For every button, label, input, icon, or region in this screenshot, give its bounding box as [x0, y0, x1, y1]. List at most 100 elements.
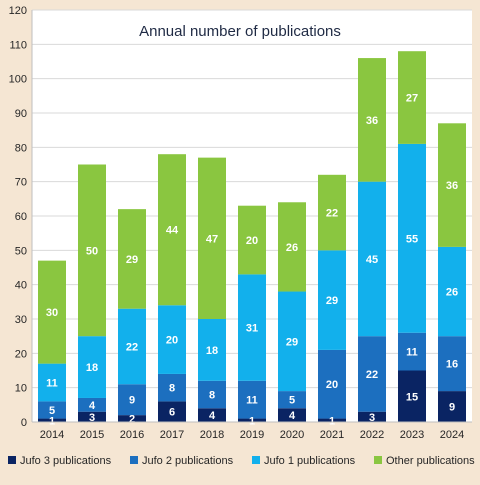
bar-segment [318, 250, 346, 350]
data-label: 29 [326, 295, 338, 307]
data-label: 5 [289, 395, 295, 407]
bar-segment [118, 384, 146, 416]
bar-segment [318, 418, 346, 422]
bar-segment [38, 418, 66, 422]
data-label: 36 [366, 115, 378, 127]
data-label: 9 [129, 395, 135, 407]
legend-item: Jufo 3 publications [8, 455, 112, 467]
y-tick-label: 30 [15, 314, 27, 326]
legend-label: Jufo 2 publications [142, 455, 234, 467]
bar-segment [158, 154, 186, 306]
x-tick-label: 2015 [80, 429, 104, 441]
bar-segment [398, 370, 426, 422]
y-tick-label: 40 [15, 280, 27, 292]
y-tick-label: 60 [15, 211, 27, 223]
data-label: 55 [406, 233, 418, 245]
y-tick-label: 70 [15, 177, 27, 189]
data-label: 4 [209, 410, 216, 422]
bar-segment [278, 391, 306, 409]
bar-segment [158, 305, 186, 374]
x-tick-label: 2020 [280, 429, 304, 441]
legend-swatch [130, 456, 138, 464]
bar-segment [438, 336, 466, 392]
legend-swatch [252, 456, 260, 464]
bar-segment [358, 336, 386, 412]
data-label: 29 [126, 254, 138, 266]
data-label: 27 [406, 93, 418, 105]
x-tick-label: 2021 [320, 429, 344, 441]
x-tick-label: 2017 [160, 429, 184, 441]
data-label: 20 [166, 335, 178, 347]
bar-segment [78, 164, 106, 337]
data-label: 20 [326, 379, 338, 391]
x-tick-label: 2023 [400, 429, 424, 441]
y-tick-label: 100 [9, 74, 27, 86]
data-label: 15 [406, 391, 418, 403]
data-label: 26 [286, 242, 298, 254]
bar-segment [238, 274, 266, 381]
bar-segment [238, 380, 266, 419]
bar-segment [398, 51, 426, 144]
bar-segment [238, 418, 266, 422]
data-label: 30 [46, 307, 58, 319]
data-label: 22 [126, 341, 138, 353]
y-tick-label: 120 [9, 5, 27, 17]
data-label: 3 [369, 412, 375, 424]
bar-segment [198, 319, 226, 381]
bar-segment [118, 308, 146, 385]
y-tick-label: 20 [15, 348, 27, 360]
legend-swatch [8, 456, 16, 464]
x-tick-label: 2024 [440, 429, 464, 441]
x-tick-label: 2022 [360, 429, 384, 441]
data-label: 16 [446, 359, 458, 371]
bar-segment [38, 260, 66, 364]
data-label: 1 [249, 415, 255, 427]
x-tick-label: 2019 [240, 429, 264, 441]
data-label: 45 [366, 254, 378, 266]
data-label: 1 [49, 415, 55, 427]
bar-segment [198, 380, 226, 409]
data-label: 5 [49, 405, 55, 417]
data-label: 8 [169, 383, 175, 395]
data-label: 3 [89, 412, 95, 424]
bar-segment [78, 411, 106, 422]
legend-item: Jufo 1 publications [252, 455, 356, 467]
data-label: 8 [209, 390, 215, 402]
bar-segment [358, 181, 386, 337]
y-tick-label: 80 [15, 142, 27, 154]
y-tick-label: 10 [15, 383, 27, 395]
data-label: 29 [286, 336, 298, 348]
bar-segment [438, 123, 466, 247]
x-tick-label: 2018 [200, 429, 224, 441]
data-label: 22 [326, 208, 338, 220]
bar-segment [358, 58, 386, 182]
y-tick-label: 110 [9, 39, 27, 51]
bar-segment [318, 174, 346, 251]
data-label: 18 [206, 345, 218, 357]
bar-segment [398, 143, 426, 333]
bar-segment [118, 209, 146, 309]
data-label: 50 [86, 245, 98, 257]
data-label: 36 [446, 180, 458, 192]
legend-item: Other publications [374, 455, 475, 467]
bar-segment [158, 401, 186, 422]
bar-segment [318, 349, 346, 419]
y-tick-label: 50 [15, 245, 27, 257]
data-label: 44 [166, 225, 179, 237]
legend-swatch [374, 456, 382, 464]
bar-segment [398, 332, 426, 371]
y-tick-label: 0 [21, 417, 27, 429]
data-label: 4 [89, 400, 96, 412]
legend-label: Jufo 3 publications [20, 455, 112, 467]
bar-segment [438, 246, 466, 337]
y-tick-label: 90 [15, 108, 27, 120]
x-tick-label: 2016 [120, 429, 144, 441]
data-label: 22 [366, 369, 378, 381]
bar-segment [438, 391, 466, 422]
bar-segment [158, 373, 186, 402]
legend-label: Jufo 1 publications [264, 455, 356, 467]
bar-segment [278, 291, 306, 392]
data-label: 18 [86, 362, 98, 374]
data-label: 11 [46, 378, 58, 390]
